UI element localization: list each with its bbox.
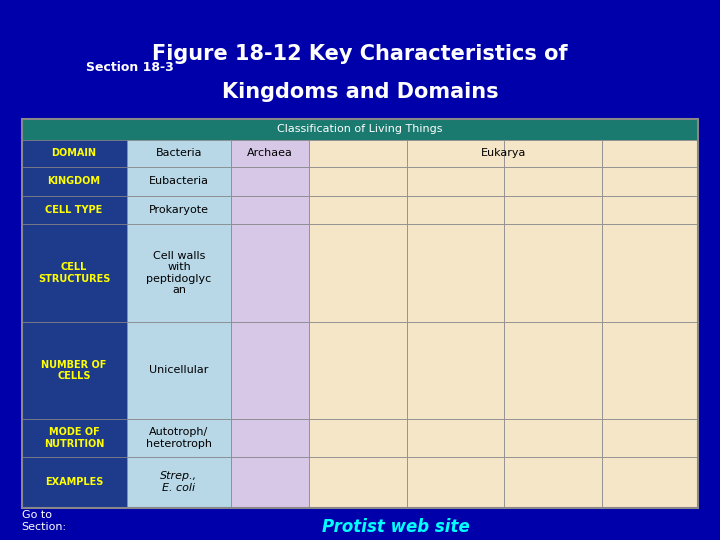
Text: MODE OF
NUTRITION: MODE OF NUTRITION [44, 427, 104, 449]
Text: Cell walls
with
peptidoglyc
an: Cell walls with peptidoglyc an [146, 251, 212, 295]
Text: NUMBER OF
CELLS: NUMBER OF CELLS [41, 360, 107, 381]
Text: DOMAIN: DOMAIN [52, 148, 96, 158]
Text: KINGDOM: KINGDOM [48, 176, 101, 186]
Text: Section 18-3: Section 18-3 [86, 61, 174, 74]
Text: Bacteria: Bacteria [156, 148, 202, 158]
Text: Eukarya: Eukarya [481, 148, 526, 158]
Text: CELL
STRUCTURES: CELL STRUCTURES [38, 262, 110, 284]
Text: Prokaryote: Prokaryote [149, 205, 209, 215]
Text: Classification of Living Things: Classification of Living Things [277, 125, 443, 134]
Text: Archaea: Archaea [248, 148, 293, 158]
Text: Unicellular: Unicellular [149, 366, 209, 375]
Text: Autotroph/
heterotroph: Autotroph/ heterotroph [146, 427, 212, 449]
Text: CELL TYPE: CELL TYPE [45, 205, 103, 215]
Text: EXAMPLES: EXAMPLES [45, 477, 103, 487]
Text: Go to
Section:: Go to Section: [22, 510, 67, 532]
Text: Protist web site: Protist web site [322, 517, 470, 536]
Text: Strep.,
E. coli: Strep., E. coli [161, 471, 197, 493]
Text: Figure 18-12 Key Characteristics of: Figure 18-12 Key Characteristics of [152, 44, 568, 64]
Text: Eubacteria: Eubacteria [149, 176, 209, 186]
Text: Kingdoms and Domains: Kingdoms and Domains [222, 82, 498, 102]
